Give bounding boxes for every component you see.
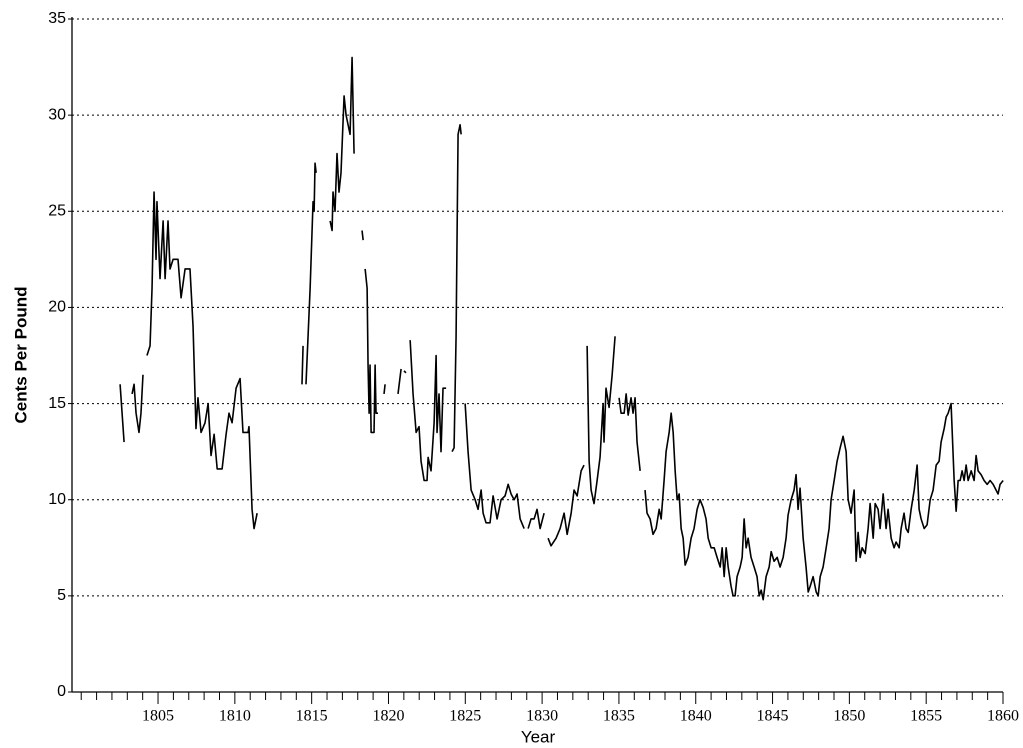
x-tick-label: 1845 — [757, 708, 789, 725]
x-tick-label: 1825 — [449, 708, 481, 725]
x-tick-label: 1830 — [526, 708, 558, 725]
x-tick-label: 1805 — [142, 708, 174, 725]
x-tick-label: 1855 — [910, 708, 942, 725]
x-tick-label: 1860 — [987, 708, 1019, 725]
y-tick-label: 25 — [48, 203, 66, 220]
y-tick-label: 10 — [48, 491, 66, 508]
x-tick-label: 1850 — [833, 708, 865, 725]
y-tick-label: 20 — [48, 299, 66, 316]
x-tick-label: 1820 — [372, 708, 404, 725]
y-axis-label: Cents Per Pound — [11, 287, 30, 424]
y-tick-label: 35 — [48, 10, 66, 27]
y-tick-label: 0 — [57, 683, 66, 700]
data-line — [119, 56, 1004, 601]
x-tick-label: 1810 — [219, 708, 251, 725]
y-tick-label: 30 — [48, 106, 66, 123]
x-tick-label: 1840 — [680, 708, 712, 725]
x-axis-label: Year — [521, 727, 556, 746]
x-tick-label: 1835 — [603, 708, 635, 725]
y-tick-label: 5 — [57, 587, 66, 604]
y-tick-label: 15 — [48, 395, 66, 412]
x-tick-label: 1815 — [296, 708, 328, 725]
